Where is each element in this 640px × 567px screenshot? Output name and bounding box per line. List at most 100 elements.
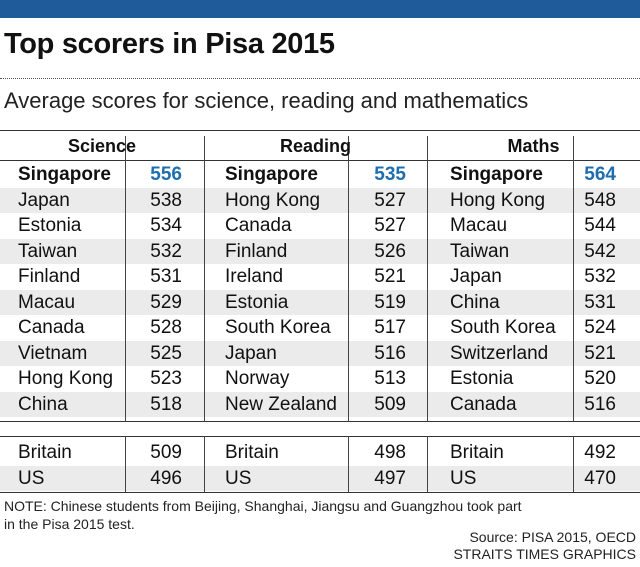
column-divider bbox=[427, 136, 428, 421]
column-divider bbox=[204, 136, 205, 421]
score-value: 564 bbox=[584, 164, 616, 185]
score-value: 531 bbox=[584, 291, 616, 313]
score-value: 519 bbox=[374, 291, 406, 313]
country-name: Taiwan bbox=[18, 240, 78, 262]
country-name: Norway bbox=[225, 368, 290, 389]
country-name: South Korea bbox=[225, 317, 331, 338]
row-stripe bbox=[0, 465, 640, 491]
column-divider bbox=[204, 436, 205, 492]
country-name: China bbox=[450, 291, 500, 313]
country-name: China bbox=[18, 393, 68, 415]
score-value: 523 bbox=[150, 368, 182, 389]
country-name: Britain bbox=[450, 442, 504, 463]
country-name: Switzerland bbox=[450, 342, 549, 364]
score-value: 535 bbox=[374, 164, 406, 185]
country-name: Hong Kong bbox=[18, 368, 114, 389]
row-stripe bbox=[0, 289, 640, 315]
country-name: Britain bbox=[225, 442, 279, 463]
score-value: 529 bbox=[150, 291, 182, 313]
row-stripe bbox=[0, 391, 640, 417]
score-value: 496 bbox=[150, 467, 182, 489]
score-value: 509 bbox=[374, 393, 406, 415]
section-rule bbox=[0, 421, 640, 422]
score-value: 527 bbox=[374, 189, 406, 211]
section-rule bbox=[0, 436, 640, 437]
country-name: Japan bbox=[18, 189, 70, 211]
column-divider bbox=[125, 436, 126, 492]
country-name: Singapore bbox=[18, 164, 111, 185]
score-value: 548 bbox=[584, 189, 616, 211]
score-value: 534 bbox=[150, 215, 182, 236]
score-value: 532 bbox=[584, 266, 616, 287]
row-stripe bbox=[0, 213, 640, 239]
score-value: 521 bbox=[584, 342, 616, 364]
row-stripe bbox=[0, 238, 640, 264]
country-name: Canada bbox=[18, 317, 85, 338]
score-value: 518 bbox=[150, 393, 182, 415]
credit-text: STRAITS TIMES GRAPHICS bbox=[453, 546, 636, 562]
column-header: Reading bbox=[279, 136, 351, 156]
column-divider bbox=[348, 436, 349, 492]
column-divider bbox=[573, 136, 574, 421]
column-divider bbox=[348, 136, 349, 421]
country-name: Ireland bbox=[225, 266, 284, 287]
row-stripe bbox=[0, 187, 640, 213]
score-value: 520 bbox=[584, 368, 616, 389]
score-value: 470 bbox=[584, 467, 616, 489]
country-name: Estonia bbox=[450, 368, 514, 389]
score-value: 521 bbox=[374, 266, 406, 287]
score-value: 516 bbox=[584, 393, 616, 415]
column-divider bbox=[125, 136, 126, 421]
country-name: Estonia bbox=[18, 215, 82, 236]
score-value: 542 bbox=[584, 240, 616, 262]
score-value: 509 bbox=[150, 442, 182, 463]
top-color-bar bbox=[0, 0, 640, 18]
country-name: Japan bbox=[225, 342, 277, 364]
section-rule bbox=[0, 492, 640, 493]
row-stripe bbox=[0, 340, 640, 366]
footnote: NOTE: Chinese students from Beijing, Sha… bbox=[4, 498, 522, 532]
score-value: 556 bbox=[150, 164, 182, 185]
header-bottom-rule bbox=[0, 160, 640, 161]
score-value: 525 bbox=[150, 342, 182, 364]
score-value: 516 bbox=[374, 342, 406, 364]
row-stripe bbox=[0, 264, 640, 290]
score-value: 532 bbox=[150, 240, 182, 262]
column-header: Maths bbox=[507, 136, 560, 156]
country-name: Britain bbox=[18, 442, 72, 463]
score-value: 513 bbox=[374, 368, 406, 389]
score-value: 497 bbox=[374, 467, 406, 489]
country-name: Finland bbox=[225, 240, 288, 262]
country-name: Macau bbox=[450, 215, 508, 236]
country-name: Hong Kong bbox=[450, 189, 546, 211]
country-name: US bbox=[18, 467, 45, 489]
country-name: Estonia bbox=[225, 291, 289, 313]
country-name: Macau bbox=[18, 291, 76, 313]
country-name: Canada bbox=[225, 215, 292, 236]
country-name: Singapore bbox=[450, 164, 543, 185]
country-name: Vietnam bbox=[18, 342, 88, 364]
country-name: Canada bbox=[450, 393, 517, 415]
row-stripe bbox=[0, 440, 640, 466]
source-text: Source: PISA 2015, OECD bbox=[469, 529, 636, 545]
country-name: Singapore bbox=[225, 164, 318, 185]
source-block: Source: PISA 2015, OECD STRAITS TIMES GR… bbox=[453, 529, 636, 563]
chart-subtitle: Average scores for science, reading and … bbox=[4, 88, 529, 113]
chart-title: Top scorers in Pisa 2015 bbox=[4, 28, 335, 60]
country-name: US bbox=[450, 467, 477, 489]
score-value: 524 bbox=[584, 317, 616, 338]
score-value: 526 bbox=[374, 240, 406, 262]
country-name: Taiwan bbox=[450, 240, 510, 262]
score-value: 528 bbox=[150, 317, 182, 338]
score-value: 531 bbox=[150, 266, 182, 287]
score-value: 538 bbox=[150, 189, 182, 211]
country-name: South Korea bbox=[450, 317, 556, 338]
score-value: 492 bbox=[584, 442, 616, 463]
header-top-rule bbox=[0, 130, 640, 131]
country-name: US bbox=[225, 467, 252, 489]
score-value: 517 bbox=[374, 317, 406, 338]
column-divider bbox=[573, 436, 574, 492]
score-value: 544 bbox=[584, 215, 616, 236]
column-header: Science bbox=[67, 136, 137, 156]
column-divider bbox=[427, 436, 428, 492]
